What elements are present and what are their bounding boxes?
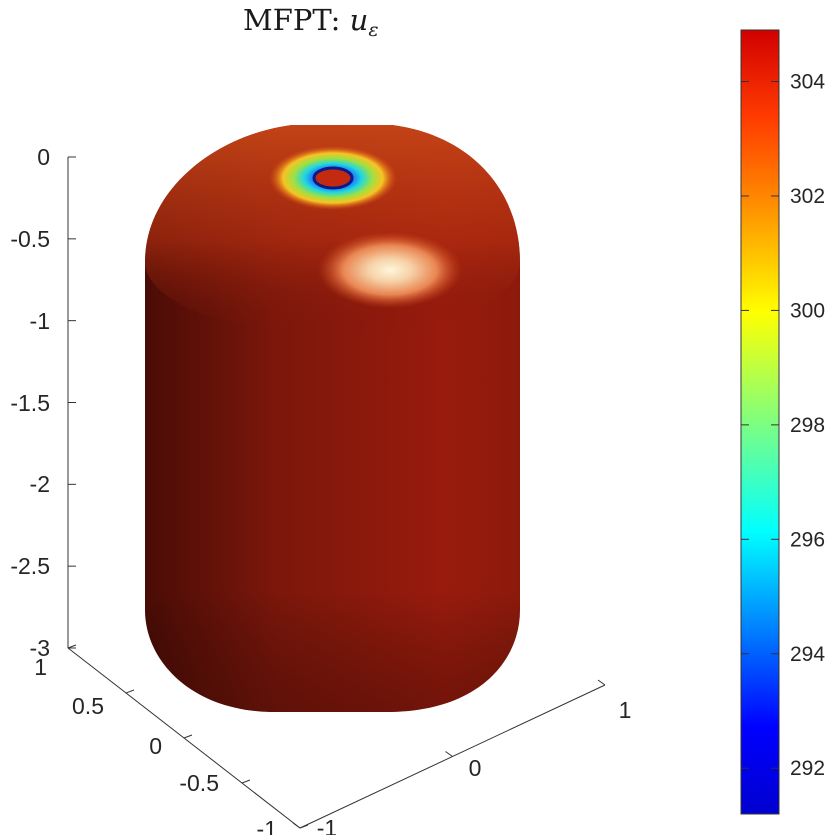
- x-tick-label: -1: [317, 815, 337, 835]
- colorbar-tick-label: 294: [790, 643, 825, 666]
- axis-tick: [292, 822, 301, 829]
- y-tick-label: 1: [34, 654, 47, 680]
- colorbar-gradient: [740, 29, 780, 815]
- y-tick-label: 0.5: [72, 693, 104, 719]
- y-tick-label: -1: [257, 816, 277, 835]
- z-tick-labels: 0 -0.5 -1 -1.5 -2 -2.5 -3: [10, 144, 50, 661]
- absorbing-spot-core: [312, 166, 354, 190]
- y-tick-label: -0.5: [179, 770, 219, 796]
- z-tick-label: 0: [37, 144, 50, 170]
- axis-tick: [445, 751, 453, 757]
- colorbar-tick-label: 300: [790, 299, 825, 322]
- colorbar-tick-label: 292: [790, 757, 825, 780]
- z-tick-label: -2: [30, 471, 50, 497]
- axis-tick: [67, 644, 77, 649]
- axis-tick: [299, 824, 309, 829]
- y-tick-labels: -1 -0.5 0 0.5 1: [34, 654, 277, 835]
- axis-tick: [597, 679, 606, 686]
- axis-tick: [183, 734, 193, 739]
- axis-tick: [125, 689, 135, 694]
- surface-highlight: [318, 232, 462, 308]
- capsule-bottom-shade: [145, 590, 520, 712]
- capsule-surface: [145, 125, 520, 712]
- z-tick-label: -2.5: [10, 553, 50, 579]
- x-tick-labels: -1 0 1: [317, 697, 632, 835]
- z-tick-label: -3: [30, 635, 50, 661]
- y-tick-label: 0: [149, 733, 162, 759]
- z-tick-label: -0.5: [10, 226, 50, 252]
- colorbar-tick-label: 298: [790, 414, 825, 437]
- chart-title: MFPT: uε: [243, 3, 379, 41]
- axis-tick: [241, 779, 251, 784]
- colorbar-tick-label: 302: [790, 185, 825, 208]
- z-tick-label: -1: [30, 308, 50, 334]
- colorbar-tick-label: 304: [790, 71, 825, 94]
- tick-marks: [67, 156, 606, 829]
- colorbar-ticks: 292 294 296 298 300 302 304: [741, 71, 825, 780]
- x-tick-label: 1: [619, 697, 632, 723]
- z-tick-label: -1.5: [10, 390, 50, 416]
- x-tick-label: 0: [469, 755, 482, 781]
- colorbar: 292 294 296 298 300 302 304: [740, 29, 825, 815]
- colorbar-tick-label: 296: [790, 528, 825, 551]
